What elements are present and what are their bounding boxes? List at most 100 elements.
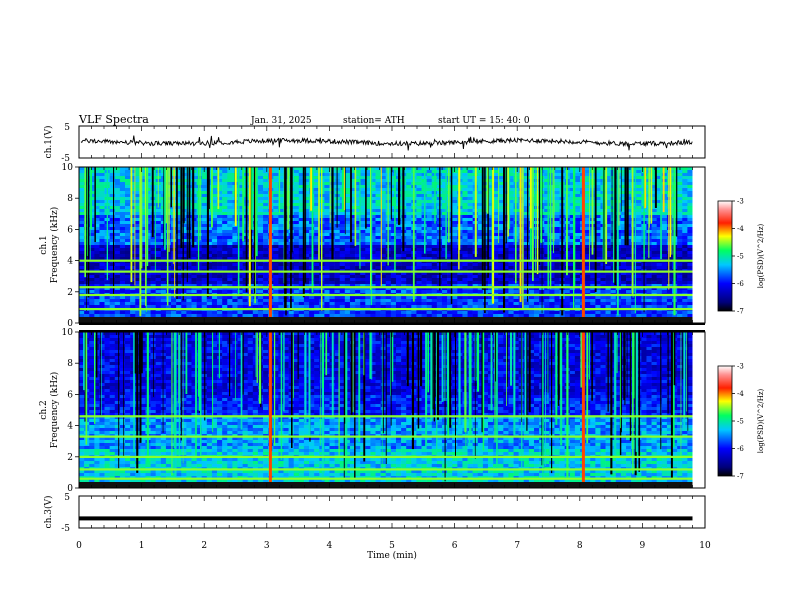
spectrogram-cell [406, 275, 412, 279]
spectrogram-cell [620, 173, 627, 177]
spectrogram-cell [324, 212, 330, 216]
spectrogram-cell [94, 185, 100, 189]
spectrogram-cell [544, 254, 550, 258]
spectrogram-cell [79, 188, 85, 192]
spectrogram-cell [114, 257, 121, 261]
spectrogram-cell [508, 254, 514, 258]
spectrogram-cell [534, 224, 540, 228]
spectrogram-cell [263, 287, 269, 291]
spectrogram-cell [160, 284, 167, 288]
spectrogram-cell [201, 287, 208, 291]
spectrogram-cell [666, 272, 673, 276]
spectrogram-cell [390, 221, 397, 225]
spectrogram-cell [441, 230, 448, 234]
spectrogram-cell [487, 245, 494, 249]
spectrogram-cell [636, 182, 642, 186]
spectrogram-cell [365, 176, 371, 180]
spectrogram-cell [467, 188, 473, 192]
spectrogram-cell [380, 263, 387, 267]
spectrogram-cell [651, 278, 657, 282]
spectrogram-cell [263, 257, 269, 261]
spectrogram-cell [380, 248, 387, 252]
spectrogram-cell [569, 170, 576, 174]
spectrogram-cell [206, 245, 213, 249]
spectrogram-cell [477, 212, 484, 216]
spectrogram-cell [349, 167, 356, 171]
spectrogram-cell [406, 284, 412, 288]
spectrogram-cell [452, 275, 458, 279]
spectrogram-cell [687, 278, 693, 282]
spectrogram-cell [165, 209, 172, 213]
spectrogram-cell [211, 242, 218, 246]
spectrogram-cell [130, 227, 136, 231]
spectrogram-cell [380, 227, 387, 231]
spectrogram-cell [677, 212, 683, 216]
spectrogram-cell [298, 257, 305, 261]
spectrogram-cell [452, 197, 458, 201]
spectrogram-cell [677, 170, 683, 174]
spectrogram-cell [477, 176, 484, 180]
spectrogram-cell [462, 224, 468, 228]
spectrogram-cell [487, 281, 494, 285]
spectrogram-cell [508, 263, 514, 267]
spectrogram-cell [375, 188, 381, 192]
start-ut-label: start UT = 15: 40: 0 [438, 116, 530, 126]
spectrogram-cell [452, 284, 458, 288]
spectrogram-cell [656, 185, 663, 189]
spectrogram-cell [595, 173, 601, 177]
spectrogram-cell [441, 239, 448, 243]
spectrogram-cell [242, 200, 248, 204]
spectrogram-cell [534, 284, 540, 288]
spectrogram-cell [79, 266, 85, 270]
spectrogram-cell [687, 254, 693, 258]
spectrogram-cell [314, 287, 320, 291]
spectrogram-cell [585, 287, 591, 291]
spectrogram-cell [150, 287, 156, 291]
spectrogram-cell [554, 203, 560, 207]
spectrogram-cell [227, 191, 233, 195]
spectrogram-cell [263, 248, 269, 252]
spectrogram-cell [549, 194, 555, 198]
spectrogram-cell [99, 203, 105, 207]
spectrogram-cell [273, 197, 279, 201]
spectrogram-cell [355, 200, 361, 204]
spectrogram-cell [574, 167, 581, 171]
spectrogram-cell [375, 167, 381, 171]
spectrogram-cell [595, 254, 601, 258]
spectrogram-cell [431, 281, 438, 285]
spectrogram-cell [380, 284, 387, 288]
spectrogram-cell [227, 227, 233, 231]
spectrogram-cell [682, 236, 688, 240]
spectrogram-cell [467, 278, 473, 282]
spectrogram-cell [344, 242, 351, 246]
spectrogram-cell [682, 200, 688, 204]
spectrogram-cell [626, 245, 632, 249]
spectrogram-cell [462, 251, 468, 255]
spectrogram-cell [217, 200, 223, 204]
spectrogram-cell [508, 194, 514, 198]
spectrogram-cell [406, 167, 412, 171]
spectrogram-cell [99, 239, 105, 243]
spectrogram-cell [493, 230, 499, 234]
spectrogram-cell [605, 251, 611, 255]
spectrogram-cell [426, 191, 433, 195]
spectrogram-cell [370, 257, 376, 261]
spectrogram-cell [365, 182, 371, 186]
spectrogram-cell [687, 182, 693, 186]
spectrogram-cell [467, 197, 473, 201]
spectrogram-cell [554, 284, 560, 288]
spectrogram-cell [257, 236, 264, 240]
spectrogram-cell [360, 272, 366, 276]
spectrogram-cell [263, 176, 269, 180]
spectrogram-cell [549, 239, 555, 243]
spectrogram-cell [344, 215, 351, 219]
spectrogram-cell [257, 212, 264, 216]
spectrogram-cell [206, 233, 213, 237]
spectrogram-cell [206, 227, 213, 231]
spectrogram-cell [390, 200, 397, 204]
spectrogram-cell [94, 224, 100, 228]
spectrogram-cell [344, 278, 351, 282]
spectrogram-cell [84, 233, 90, 237]
spectrogram-cell [564, 275, 571, 279]
spectrogram-cell [99, 263, 105, 267]
